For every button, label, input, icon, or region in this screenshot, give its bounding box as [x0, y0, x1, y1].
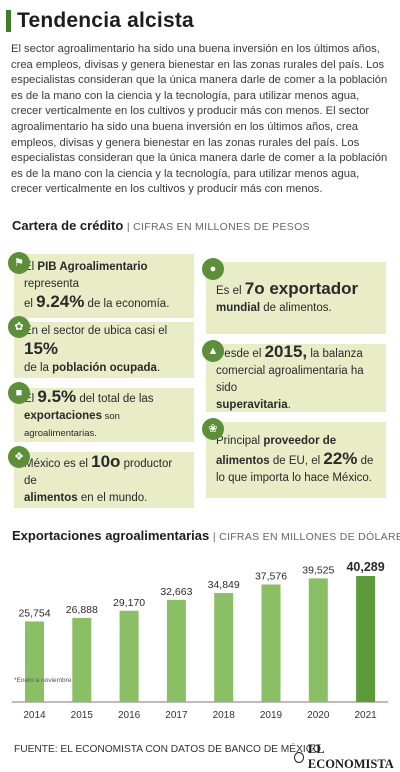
fact-figure: 15% [24, 339, 59, 358]
fact-figure: 9.24% [36, 292, 85, 311]
x-tick-label-2021: 2021 [354, 710, 377, 721]
title-accent-bar [6, 10, 11, 32]
cow-icon: ● [202, 258, 224, 280]
fact-card-proveedor: Principal proveedor de alimentos de EU, … [206, 422, 386, 498]
bar-2017 [166, 599, 186, 702]
bar-2018 [214, 593, 234, 702]
bar-2019 [261, 584, 281, 702]
export-section-title: Exportaciones agroalimentarias [12, 528, 210, 543]
fact-figure: 9.5% [37, 387, 77, 406]
fact-text: en el mundo. [77, 492, 148, 504]
fact-text: México es el [24, 458, 92, 470]
x-tick-label-2015: 2015 [71, 710, 94, 721]
fact-text: de [357, 455, 374, 467]
fact-card-exportaciones: El 9.5% del total de las exportaciones s… [14, 388, 194, 442]
chart-footnote: *Enero a noviembre [14, 677, 72, 684]
x-tick-label-2017: 2017 [165, 710, 188, 721]
data-label-2018: 34,849 [208, 579, 240, 591]
fact-bold: proveedor de [263, 435, 337, 447]
intro-paragraph: El sector agroalimentario ha sido una bu… [11, 43, 388, 196]
fact-text: de la economía. [84, 298, 170, 310]
bar-2020 [308, 578, 328, 702]
fact-text: El [24, 393, 38, 405]
fact-text: de EU, el [269, 455, 324, 467]
bar-2014 [25, 621, 44, 702]
x-tick-label-2019: 2019 [260, 710, 283, 721]
fact-bold: exportaciones [24, 410, 102, 422]
fact-text: de alimentos. [260, 301, 332, 314]
x-tick-label-2018: 2018 [213, 710, 236, 721]
data-label-2015: 26,888 [66, 604, 98, 616]
factory-icon: ■ [8, 382, 30, 404]
bar-2016 [119, 610, 139, 702]
fact-text: Es el [216, 284, 245, 297]
fact-text: . [287, 398, 291, 411]
fact-text: comercial agroalimentaria ha sido [216, 364, 364, 394]
source-footer: FUENTE: EL ECONOMISTA CON DATOS DE BANCO… [14, 744, 321, 755]
fact-text: son agroalimentarias. [24, 411, 120, 439]
x-tick-label-2020: 2020 [307, 710, 330, 721]
fact-figure: 7o exportador [244, 278, 359, 298]
fact-text: . [156, 362, 161, 374]
data-label-2014: 25,754 [18, 607, 50, 619]
fact-text: productor de [24, 458, 173, 487]
fact-card-exportador: Es el 7o exportador mundial de alimentos… [206, 262, 386, 334]
fact-text: representa [24, 278, 79, 290]
fact-bold: PIB Agroalimentario [37, 261, 148, 273]
bar-2015 [72, 617, 92, 702]
fact-figure: 10o [91, 452, 121, 471]
fact-text: Desde el [216, 347, 265, 360]
farm-tractor-icon: ⚑ [8, 252, 30, 274]
globe-icon [294, 751, 304, 763]
x-tick-label-2014: 2014 [23, 710, 46, 721]
bar-2021 [356, 576, 376, 702]
fact-text: del total de las [76, 393, 154, 405]
credit-section-heading: Cartera de crédito | CIFRAS EN MILLONES … [12, 218, 310, 233]
fact-bold: alimentos [24, 492, 78, 504]
fact-figure: 22% [323, 449, 358, 468]
x-tick-label-2016: 2016 [118, 710, 141, 721]
title-row: Tendencia alcista [6, 6, 194, 36]
fact-text: el [24, 298, 37, 310]
fact-bold: superavitaria [216, 398, 288, 411]
export-section-heading: Exportaciones agroalimentarias | CIFRAS … [12, 528, 400, 543]
seedling-icon: ❀ [202, 418, 224, 440]
data-label-2019: 37,576 [255, 570, 287, 582]
data-label-2017: 32,663 [160, 586, 192, 598]
fact-text: Principal [216, 435, 264, 447]
fact-bold: mundial [216, 301, 261, 314]
grain-icon: ❖ [8, 446, 30, 468]
fact-text: la balanza [307, 347, 363, 360]
fact-card-balanza: Desde el 2015, la balanza comercial agro… [206, 341, 386, 412]
data-label-2021: 40,289 [346, 560, 384, 574]
data-label-2016: 29,170 [113, 597, 145, 609]
fact-card-pib: El PIB Agroalimentario representa el 9.2… [14, 254, 194, 318]
fact-bold: alimentos [216, 455, 270, 467]
plant-icon: ✿ [8, 316, 30, 338]
fact-card-productor: México es el 10o productor de alimentos … [14, 452, 194, 508]
export-section-subtitle: | CIFRAS EN MILLONES DE DÓLARES [212, 531, 400, 543]
fact-card-sector: En el sector de ubica casi el 15% de la … [14, 322, 194, 378]
fact-text: lo que importa lo hace México. [216, 472, 372, 484]
data-label-2020: 39,525 [302, 564, 334, 576]
fact-bold: población ocupada [52, 362, 157, 374]
worker-icon: ▲ [202, 340, 224, 362]
fact-figure: 2015, [264, 341, 308, 361]
credit-section-subtitle: | CIFRAS EN MILLONES DE PESOS [126, 221, 310, 233]
fact-text: de la [24, 362, 53, 374]
page-title: Tendencia alcista [17, 9, 194, 32]
fact-text: En el sector de ubica casi el [24, 325, 168, 337]
export-bar-chart: 25,754 2014 26,888 2015 29,170 2016 32,663 2017… [12, 560, 388, 721]
credit-section-title: Cartera de crédito [12, 218, 124, 233]
